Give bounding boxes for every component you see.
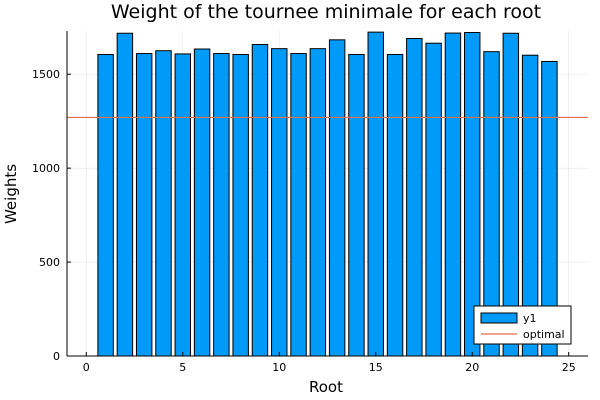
bar	[193, 48, 211, 357]
y-tick-label: 1000	[32, 162, 60, 175]
bar	[97, 53, 114, 357]
axes	[66, 31, 588, 357]
bar	[444, 32, 462, 357]
bar	[386, 53, 404, 357]
bar	[367, 31, 384, 357]
bar	[328, 39, 346, 357]
bar	[135, 53, 153, 357]
x-tick-label: 10	[272, 361, 286, 374]
y-axis-label: Weights	[2, 164, 20, 224]
bar	[251, 44, 269, 357]
tick-labels: 0 5 10 15 20 25 0 500 1000 1500	[32, 68, 576, 374]
legend: y1 optimal	[473, 305, 572, 345]
bar	[290, 53, 307, 357]
bar	[309, 48, 327, 357]
x-tick-label: 15	[369, 361, 383, 374]
legend-label-y1: y1	[523, 312, 537, 325]
bar-series	[97, 31, 558, 357]
x-tick-label: 20	[465, 361, 479, 374]
legend-swatch-y1	[480, 312, 518, 324]
bar	[232, 53, 249, 357]
bar	[174, 53, 191, 357]
y-tick-label: 1500	[32, 68, 60, 81]
bar	[348, 53, 365, 357]
x-tick-label: 5	[179, 361, 186, 374]
bar	[425, 42, 442, 357]
x-tick-label: 0	[83, 361, 90, 374]
bar	[271, 48, 288, 357]
y-tick-label: 0	[53, 350, 60, 363]
x-axis-label: Root	[309, 378, 343, 396]
bar	[213, 53, 230, 357]
bar	[155, 50, 172, 357]
bar	[406, 38, 423, 357]
chart-title: Weight of the tournee minimale for each …	[111, 1, 541, 23]
legend-label-optimal: optimal	[523, 328, 565, 341]
y-tick-label: 500	[39, 256, 60, 269]
legend-box	[473, 305, 572, 345]
bar	[116, 32, 134, 357]
x-tick-label: 25	[562, 361, 576, 374]
